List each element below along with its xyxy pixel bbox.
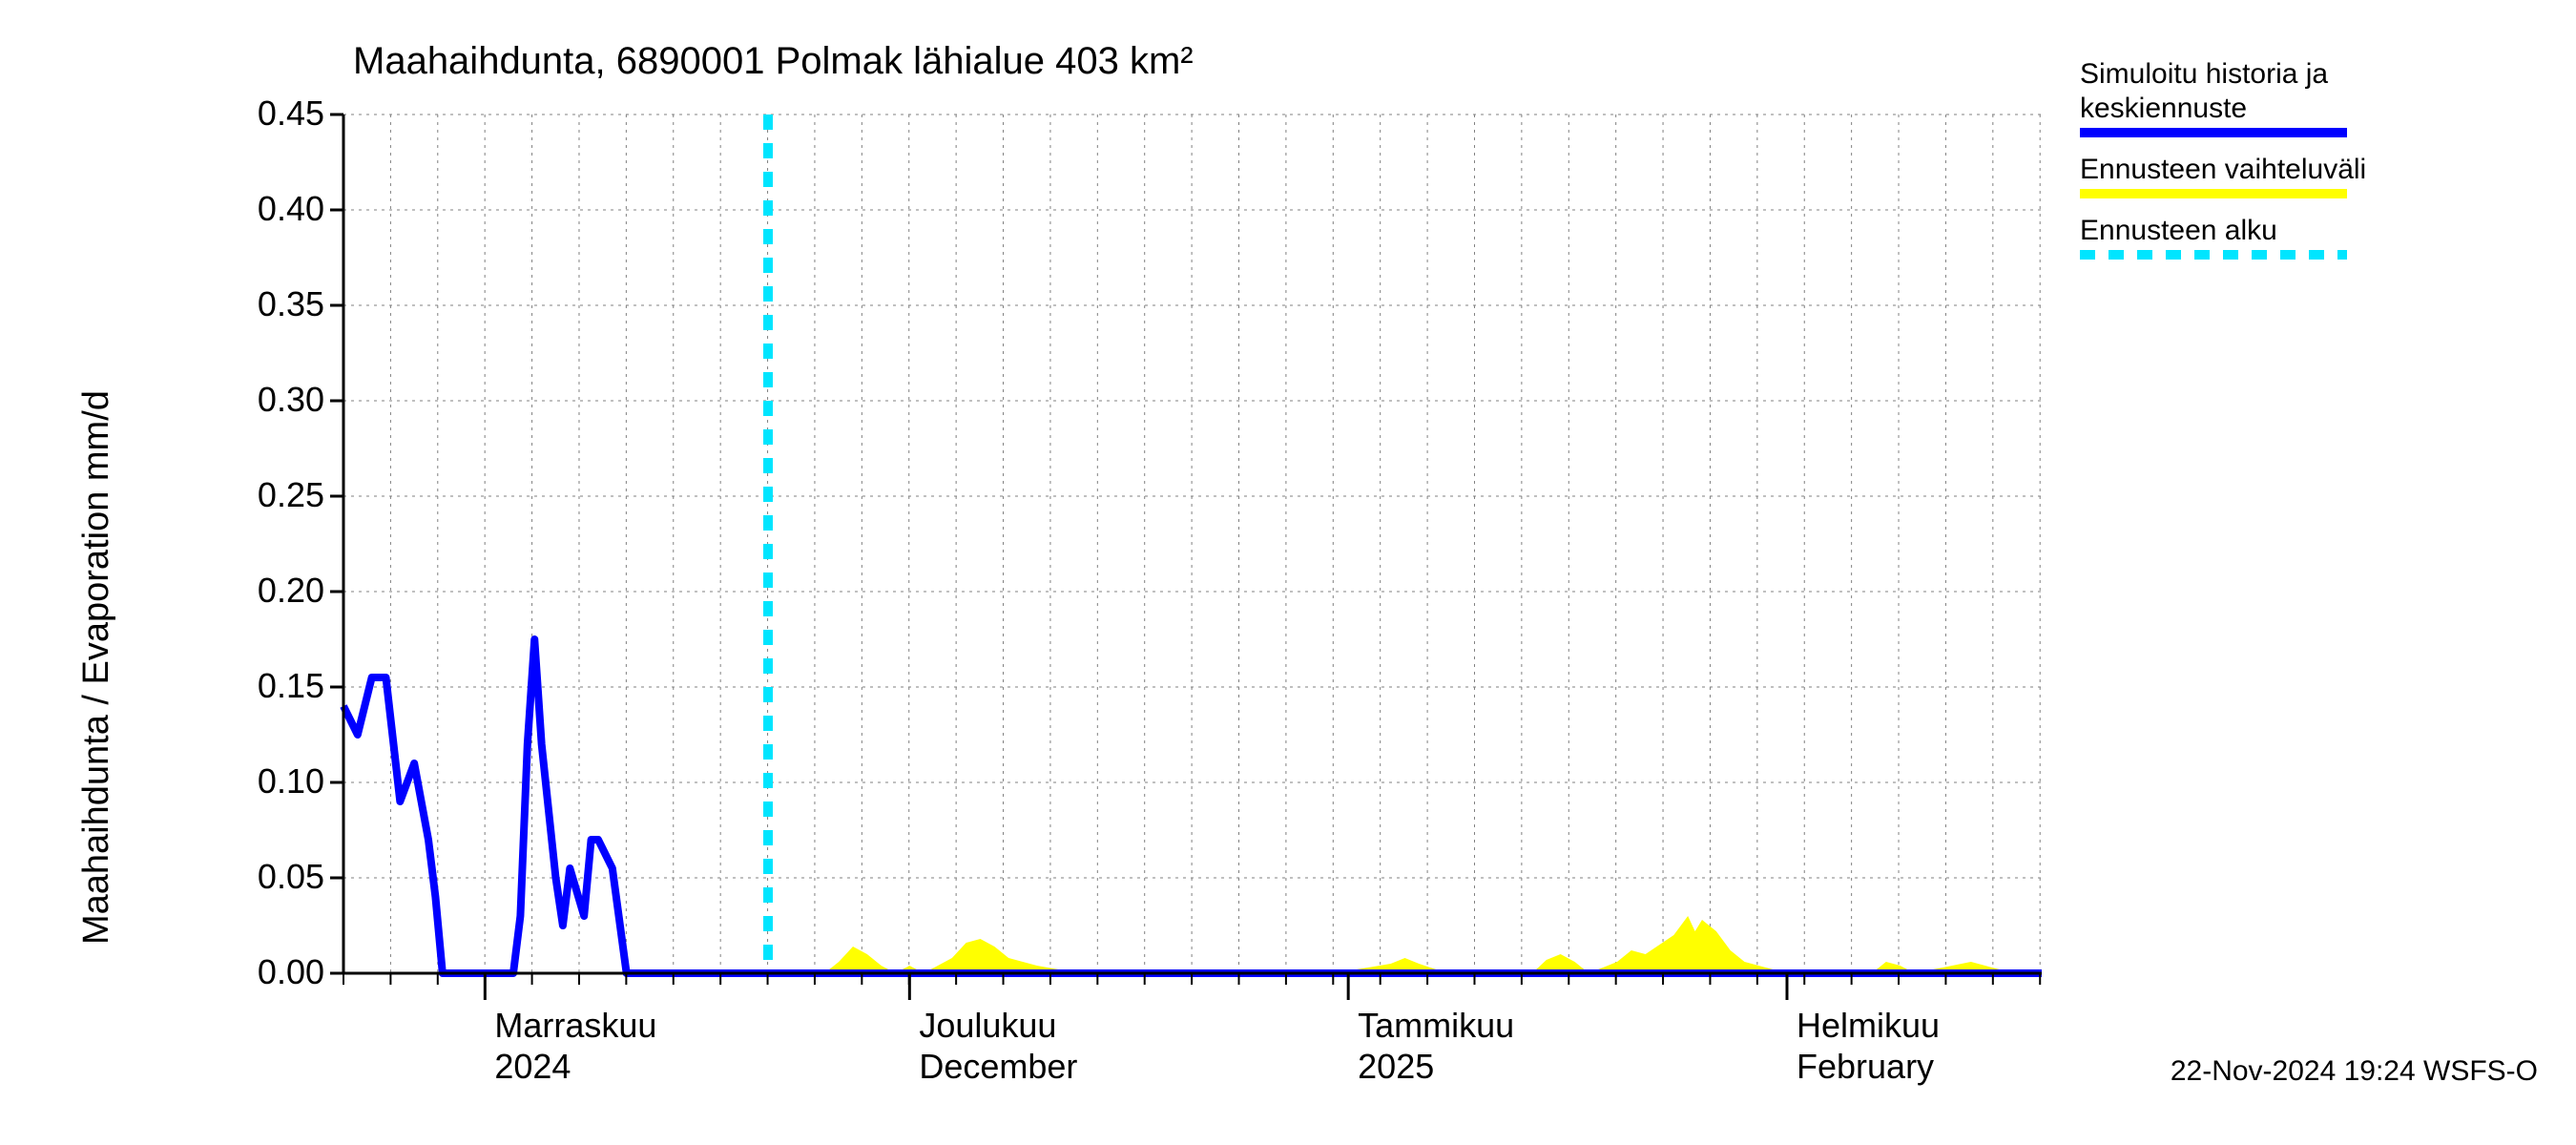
legend-swatch xyxy=(2080,189,2347,198)
x-tick-label-line1: Marraskuu xyxy=(494,1006,656,1046)
x-tick-label-line2: December xyxy=(919,1047,1077,1087)
y-tick-label: 0.35 xyxy=(153,284,324,324)
x-tick-label-line1: Tammikuu xyxy=(1358,1006,1514,1046)
x-tick-label-line1: Joulukuu xyxy=(919,1006,1056,1046)
chart-footer: 22-Nov-2024 19:24 WSFS-O xyxy=(2171,1055,2538,1088)
legend-text: Ennusteen alku xyxy=(2080,214,2366,248)
legend-text: keskiennuste xyxy=(2080,92,2366,126)
y-tick-label: 0.45 xyxy=(153,94,324,134)
x-tick-label-line2: 2024 xyxy=(494,1047,571,1087)
legend-swatch xyxy=(2080,250,2347,260)
y-tick-label: 0.05 xyxy=(153,857,324,897)
legend-swatch xyxy=(2080,128,2347,137)
x-tick-label-line1: Helmikuu xyxy=(1797,1006,1940,1046)
legend-item: Ennusteen vaihteluväli xyxy=(2080,153,2366,198)
legend-text: Simuloitu historia ja xyxy=(2080,57,2366,92)
legend-text: Ennusteen vaihteluväli xyxy=(2080,153,2366,187)
y-tick-label: 0.30 xyxy=(153,380,324,420)
x-tick-label-line2: February xyxy=(1797,1047,1934,1087)
legend-item: Ennusteen alku xyxy=(2080,214,2366,260)
y-tick-label: 0.00 xyxy=(153,952,324,992)
legend: Simuloitu historia jakeskiennuste Ennuste… xyxy=(2080,57,2366,275)
evaporation-chart: Maahaihdunta, 6890001 Polmak lähialue 40… xyxy=(0,0,2576,1145)
legend-item: Simuloitu historia jakeskiennuste xyxy=(2080,57,2366,137)
y-tick-label: 0.25 xyxy=(153,475,324,515)
y-tick-label: 0.10 xyxy=(153,761,324,802)
y-tick-label: 0.15 xyxy=(153,666,324,706)
y-tick-label: 0.40 xyxy=(153,189,324,229)
y-tick-label: 0.20 xyxy=(153,571,324,611)
x-tick-label-line2: 2025 xyxy=(1358,1047,1434,1087)
